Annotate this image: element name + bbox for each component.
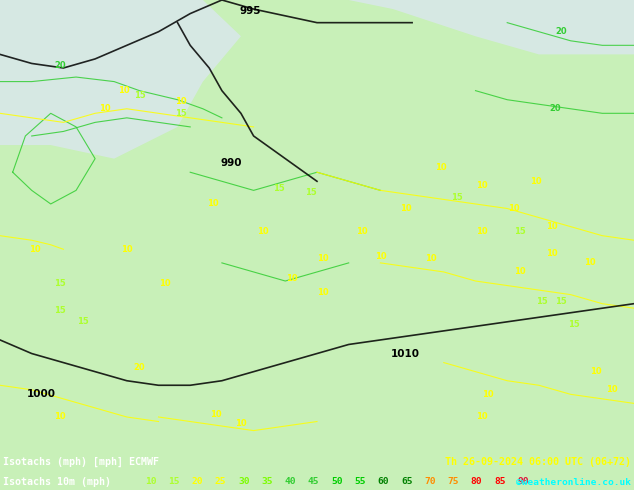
Text: 10: 10 xyxy=(99,104,110,113)
Text: 990: 990 xyxy=(221,158,242,168)
Text: 10: 10 xyxy=(235,419,247,428)
Text: 15: 15 xyxy=(55,279,66,288)
Text: 20: 20 xyxy=(134,363,145,371)
Text: 20: 20 xyxy=(555,27,567,36)
Text: 1000: 1000 xyxy=(27,390,56,399)
Text: 85: 85 xyxy=(494,477,505,487)
Text: 10: 10 xyxy=(210,410,221,419)
Text: 55: 55 xyxy=(354,477,366,487)
Polygon shape xyxy=(0,0,241,159)
Text: 10: 10 xyxy=(257,227,269,236)
Text: 10: 10 xyxy=(584,258,595,268)
Text: 45: 45 xyxy=(308,477,320,487)
Text: 10: 10 xyxy=(482,390,494,399)
Text: 75: 75 xyxy=(448,477,459,487)
Text: 10: 10 xyxy=(606,385,618,394)
Text: 10: 10 xyxy=(29,245,41,254)
Text: 10: 10 xyxy=(207,199,218,208)
Text: 15: 15 xyxy=(305,188,316,197)
Text: 15: 15 xyxy=(514,227,526,236)
Text: Isotachs 10m (mph): Isotachs 10m (mph) xyxy=(3,477,111,487)
Text: 60: 60 xyxy=(378,477,389,487)
Text: 10: 10 xyxy=(121,245,133,254)
Text: 10: 10 xyxy=(175,98,186,106)
Text: 10: 10 xyxy=(546,222,557,231)
Text: 10: 10 xyxy=(318,254,329,263)
Text: 15: 15 xyxy=(568,319,579,329)
Text: 15: 15 xyxy=(55,306,66,315)
Text: 10: 10 xyxy=(145,477,157,487)
Text: 10: 10 xyxy=(476,413,488,421)
Text: 15: 15 xyxy=(77,318,88,326)
Text: 10: 10 xyxy=(514,268,526,276)
Text: 15: 15 xyxy=(536,297,548,306)
Text: 90: 90 xyxy=(517,477,529,487)
Text: Isotachs (mph) [mph] ECMWF: Isotachs (mph) [mph] ECMWF xyxy=(3,457,159,467)
Polygon shape xyxy=(330,0,634,54)
Text: 10: 10 xyxy=(159,279,171,288)
Text: 1010: 1010 xyxy=(391,348,420,359)
Text: 10: 10 xyxy=(508,204,519,213)
Text: 65: 65 xyxy=(401,477,413,487)
Text: 10: 10 xyxy=(435,163,446,172)
Text: 10: 10 xyxy=(425,254,437,263)
Text: 10: 10 xyxy=(286,274,297,283)
Text: 10: 10 xyxy=(476,181,488,190)
Text: 15: 15 xyxy=(451,193,462,202)
Text: 10: 10 xyxy=(356,227,367,236)
Text: 15: 15 xyxy=(175,109,186,118)
Text: 30: 30 xyxy=(238,477,250,487)
Text: 70: 70 xyxy=(424,477,436,487)
Text: 10: 10 xyxy=(530,177,541,186)
Text: 10: 10 xyxy=(546,249,557,258)
Text: 20: 20 xyxy=(55,61,66,70)
Text: 25: 25 xyxy=(215,477,226,487)
Text: Th 26-09-2024 06:00 UTC (06+72): Th 26-09-2024 06:00 UTC (06+72) xyxy=(445,457,631,466)
Text: 10: 10 xyxy=(318,288,329,297)
Text: 10: 10 xyxy=(476,227,488,236)
Text: 35: 35 xyxy=(261,477,273,487)
Text: 40: 40 xyxy=(285,477,296,487)
Text: 995: 995 xyxy=(240,6,261,16)
Text: 10: 10 xyxy=(375,251,386,261)
Text: 20: 20 xyxy=(549,104,560,113)
Text: ©weatheronline.co.uk: ©weatheronline.co.uk xyxy=(516,477,631,487)
Text: 20: 20 xyxy=(191,477,203,487)
Text: 10: 10 xyxy=(118,86,129,95)
Text: 80: 80 xyxy=(471,477,482,487)
Text: 10: 10 xyxy=(400,204,411,213)
Text: 50: 50 xyxy=(331,477,343,487)
Text: 15: 15 xyxy=(134,91,145,99)
Text: 10: 10 xyxy=(590,367,602,376)
Text: 15: 15 xyxy=(169,477,180,487)
Text: 15: 15 xyxy=(555,297,567,306)
Text: 10: 10 xyxy=(55,413,66,421)
Text: 15: 15 xyxy=(273,184,285,193)
